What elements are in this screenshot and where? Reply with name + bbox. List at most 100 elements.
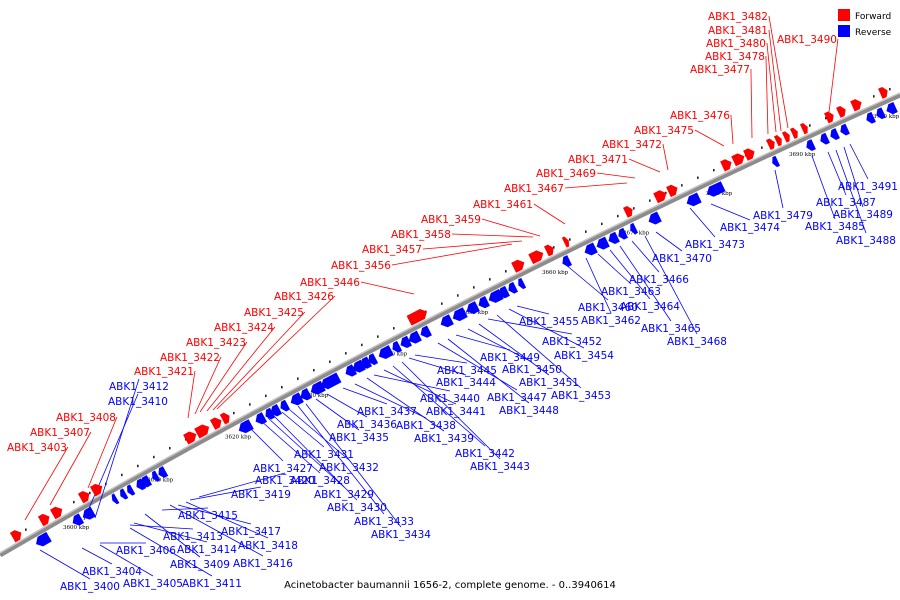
minor-tick [137,464,139,468]
reverse-gene-arrow [120,488,129,500]
tick-label: 3660 kbp [542,270,569,276]
minor-tick [393,327,395,330]
reverse-gene-arrow [368,353,379,366]
leader-line [689,207,716,238]
reverse-gene-label: ABK1_3449 [480,352,540,364]
leader-line [619,245,672,322]
leader-line [273,415,358,501]
reverse-gene-label: ABK1_3406 [116,545,176,557]
forward-gene-label: ABK1_3490 [777,34,837,46]
leader-line [765,55,769,135]
forward-gene-arrow [194,424,210,439]
reverse-gene-arrow [706,181,726,197]
reverse-gene-arrow [630,222,639,235]
forward-gene-arrow [666,184,678,198]
leader-line [496,314,582,389]
reverse-gene-label: ABK1_3465 [641,323,701,335]
leader-line [99,544,154,577]
reverse-gene-label: ABK1_3450 [502,364,562,376]
reverse-gene-arrow [152,470,161,482]
leader-line [87,416,118,489]
tick-label: 3630 kbp [302,393,329,399]
leader-line [49,431,92,506]
reverse-gene-label: ABK1_3439 [414,433,474,445]
reverse-gene-label: ABK1_3470 [652,253,712,265]
reverse-gene-label: ABK1_3414 [177,544,237,556]
minor-tick [633,207,635,210]
leader-line [408,357,467,376]
leader-line [596,172,636,179]
forward-gene-arrow [9,530,22,543]
leader-line [533,203,566,225]
leader-line [383,369,457,405]
reverse-gene-label: ABK1_3488 [836,235,896,247]
leader-line [366,377,445,432]
reverse-gene-label: ABK1_3473 [685,239,745,251]
leader-line [267,417,345,488]
reverse-gene-label: ABK1_3419 [231,489,291,501]
forward-gene-arrow [623,205,633,218]
minor-tick [153,455,155,459]
leader-line [564,263,609,301]
reverse-gene-label: ABK1_3415 [178,510,238,522]
reverse-gene-arrow [238,419,254,434]
reverse-gene-arrow [265,407,276,420]
leader-line [516,305,550,315]
reverse-gene-arrow [345,364,357,377]
tick-label: 3640 kbp [381,352,408,358]
reverse-gene-arrow [72,513,85,526]
forward-gene-arrow [77,491,90,504]
reverse-gene-arrow [400,335,412,349]
reverse-gene-label: ABK1_3411 [182,578,242,590]
minor-tick [473,286,475,289]
forward-gene-label: ABK1_3461 [473,199,533,211]
reverse-gene-arrow [127,484,136,496]
reverse-gene-label: ABK1_3438 [396,420,456,432]
forward-gene-arrow [743,148,755,161]
reverse-gene-arrow [618,227,628,240]
reverse-gene-label: ABK1_3412 [109,381,169,393]
reverse-gene-arrow [608,231,620,245]
forward-gene-arrow [511,259,525,273]
leader-line [206,326,276,412]
reverse-gene-label: ABK1_3462 [581,315,641,327]
leader-line [835,149,867,234]
reverse-gene-arrow [596,236,610,250]
forward-gene-arrow [653,190,667,204]
leader-line [710,203,751,221]
minor-tick [505,270,507,273]
leader-line [585,257,612,314]
forward-gene-label: ABK1_3481 [708,25,768,37]
leader-line [245,423,284,462]
reverse-gene-label: ABK1_3418 [238,540,298,552]
legend-reverse-swatch [838,25,850,37]
leader-line [422,240,523,250]
minor-tick [441,302,443,305]
leader-line [508,308,585,349]
reverse-gene-label: ABK1_3430 [327,502,387,514]
minor-tick [121,473,123,477]
forward-gene-arrow [824,111,834,124]
reverse-gene-label: ABK1_3437 [357,406,417,418]
reverse-gene-arrow [686,192,702,207]
legend-reverse-label: Reverse [855,28,892,38]
leader-line [342,387,388,405]
forward-gene-arrow [209,417,222,430]
forward-gene-label: ABK1_3408 [56,412,116,424]
leader-line [564,182,628,189]
forward-gene-label: ABK1_3482 [708,11,768,23]
forward-gene-arrow [878,87,888,99]
reverse-gene-arrow [876,107,886,120]
reverse-gene-label: ABK1_3444 [436,377,496,389]
reverse-gene-label: ABK1_3491 [838,181,898,193]
reverse-gene-arrow [440,314,454,328]
gene-features [9,87,898,547]
leader-line [843,146,864,208]
forward-gene-label: ABK1_3403 [7,442,67,454]
reverse-gene-arrow [584,242,598,256]
leader-line [39,549,91,580]
minor-tick [809,124,811,127]
map-caption: Acinetobacter baumannii 1656-2, complete… [284,580,616,591]
reverse-gene-arrow [290,392,304,406]
